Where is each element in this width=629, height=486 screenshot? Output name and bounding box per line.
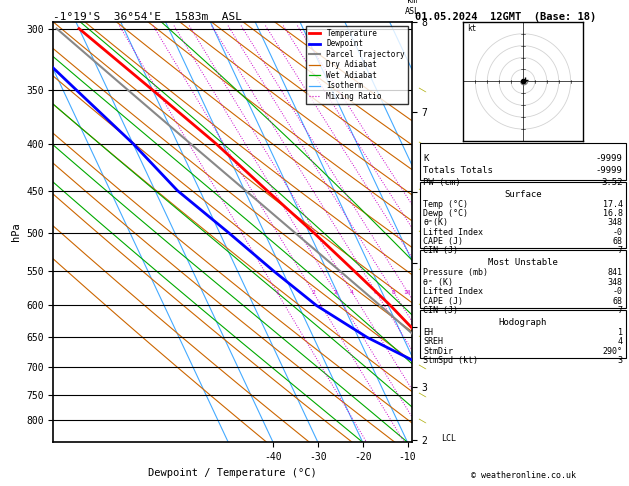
X-axis label: Dewpoint / Temperature (°C): Dewpoint / Temperature (°C) (148, 468, 317, 478)
Text: -0: -0 (613, 287, 623, 296)
Text: 3: 3 (333, 290, 337, 295)
Text: StmSpd (kt): StmSpd (kt) (423, 356, 478, 365)
Text: Totals Totals: Totals Totals (423, 166, 493, 175)
Text: 348: 348 (608, 278, 623, 287)
Text: 841: 841 (608, 268, 623, 277)
Text: EH: EH (423, 328, 433, 337)
Text: 7: 7 (618, 306, 623, 315)
Text: LCL: LCL (441, 434, 455, 443)
Text: 4: 4 (618, 337, 623, 346)
Text: -0: -0 (613, 228, 623, 237)
Text: Pressure (mb): Pressure (mb) (423, 268, 488, 277)
Text: 3.52: 3.52 (601, 178, 623, 187)
Text: CIN (J): CIN (J) (423, 246, 459, 256)
Text: 6: 6 (374, 290, 377, 295)
Y-axis label: hPa: hPa (11, 223, 21, 242)
Text: kt: kt (467, 24, 476, 34)
Text: 17.4: 17.4 (603, 200, 623, 208)
Text: θᵉ (K): θᵉ (K) (423, 278, 454, 287)
Text: 1: 1 (275, 290, 279, 295)
Text: 4: 4 (350, 290, 353, 295)
Text: ―: ― (416, 331, 427, 344)
Text: 1: 1 (618, 328, 623, 337)
Text: 8: 8 (392, 290, 396, 295)
Text: CAPE (J): CAPE (J) (423, 296, 464, 306)
Text: ―: ― (416, 415, 427, 426)
Text: StmDir: StmDir (423, 347, 454, 356)
Text: K: K (423, 154, 429, 163)
Text: -1°19'S  36°54'E  1583m  ASL: -1°19'S 36°54'E 1583m ASL (53, 12, 242, 22)
Text: ―: ― (416, 138, 427, 150)
Text: 10: 10 (404, 290, 411, 295)
Text: PW (cm): PW (cm) (423, 178, 461, 187)
Text: 348: 348 (608, 218, 623, 227)
Text: 68: 68 (613, 237, 623, 246)
Text: ―: ― (416, 299, 427, 312)
Text: 2: 2 (311, 290, 315, 295)
Text: ―: ― (416, 265, 427, 277)
Text: -9999: -9999 (596, 166, 623, 175)
Text: CIN (J): CIN (J) (423, 306, 459, 315)
Text: Most Unstable: Most Unstable (488, 259, 558, 267)
Text: Surface: Surface (504, 190, 542, 199)
Text: CAPE (J): CAPE (J) (423, 237, 464, 246)
Text: Lifted Index: Lifted Index (423, 228, 483, 237)
Legend: Temperature, Dewpoint, Parcel Trajectory, Dry Adiabat, Wet Adiabat, Isotherm, Mi: Temperature, Dewpoint, Parcel Trajectory… (306, 26, 408, 104)
Text: ―: ― (416, 226, 427, 239)
Y-axis label: Mixing Ratio (g/kg): Mixing Ratio (g/kg) (435, 181, 444, 283)
Text: Hodograph: Hodograph (499, 318, 547, 327)
Text: 16.8: 16.8 (603, 209, 623, 218)
Text: SREH: SREH (423, 337, 443, 346)
Text: -9999: -9999 (596, 154, 623, 163)
Text: 7: 7 (618, 246, 623, 256)
Text: 01.05.2024  12GMT  (Base: 18): 01.05.2024 12GMT (Base: 18) (415, 12, 596, 22)
Text: ―: ― (416, 389, 427, 400)
Text: km
ASL: km ASL (404, 0, 420, 16)
Text: 68: 68 (613, 296, 623, 306)
Text: Dewp (°C): Dewp (°C) (423, 209, 469, 218)
Text: Lifted Index: Lifted Index (423, 287, 483, 296)
Text: Temp (°C): Temp (°C) (423, 200, 469, 208)
Text: ―: ― (416, 84, 427, 96)
Text: θᵉ(K): θᵉ(K) (423, 218, 448, 227)
Text: 3: 3 (618, 356, 623, 365)
Text: © weatheronline.co.uk: © weatheronline.co.uk (470, 471, 576, 480)
Text: ―: ― (416, 185, 427, 196)
Text: 290°: 290° (603, 347, 623, 356)
Text: ―: ― (416, 361, 427, 373)
